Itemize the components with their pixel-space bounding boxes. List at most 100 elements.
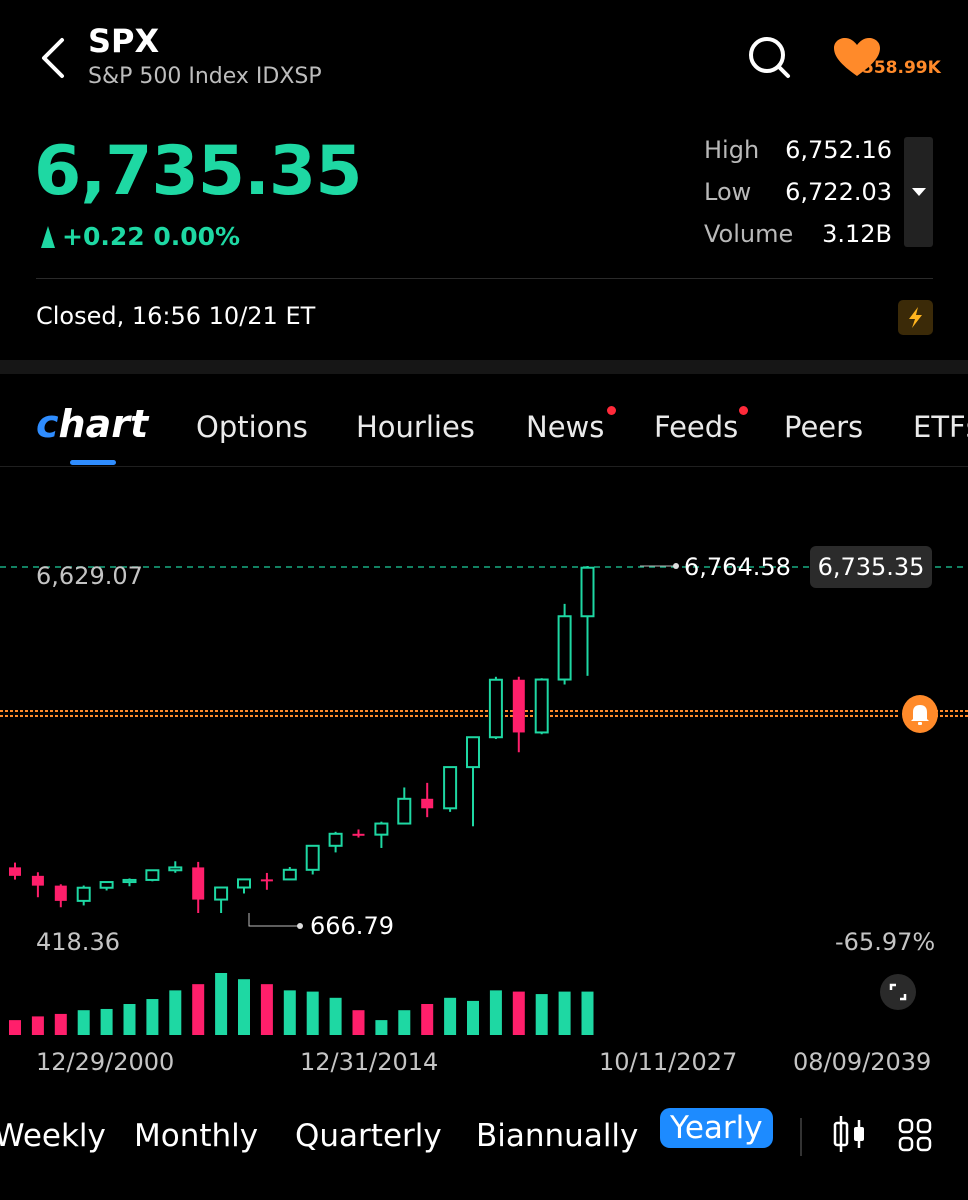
volume-bar bbox=[9, 1020, 21, 1035]
volume-bar bbox=[535, 994, 548, 1035]
bell-icon bbox=[911, 705, 929, 725]
candle-body bbox=[305, 844, 320, 871]
high-price-label: 6,764.58 bbox=[684, 553, 791, 581]
fullscreen-button[interactable] bbox=[880, 974, 916, 1010]
y-axis-min-label: 418.36 bbox=[36, 928, 120, 956]
volume-bar bbox=[352, 1010, 365, 1035]
market-status: Closed, 16:56 10/21 ET bbox=[36, 302, 316, 330]
current-price-tag: 6,735.35 bbox=[810, 546, 932, 588]
stat-label-volume: Volume bbox=[704, 220, 794, 248]
feeds-unread-dot bbox=[739, 406, 748, 415]
tab-etfs[interactable]: ETFs bbox=[913, 410, 968, 444]
chevron-down-icon bbox=[912, 188, 926, 196]
volume-bar bbox=[54, 1013, 67, 1035]
candle-body bbox=[352, 833, 365, 836]
candle-body bbox=[260, 879, 273, 882]
tab-hourlies[interactable]: Hourlies bbox=[356, 410, 475, 444]
candle-body bbox=[488, 678, 503, 739]
volume-bar bbox=[512, 991, 525, 1035]
expand-icon bbox=[889, 983, 907, 1001]
candle-body bbox=[9, 867, 21, 876]
lightning-icon bbox=[909, 307, 922, 328]
low-price-label: 666.79 bbox=[310, 912, 394, 940]
candle-body bbox=[145, 869, 160, 881]
volume-bar bbox=[444, 997, 457, 1035]
high-marker bbox=[673, 563, 679, 569]
candle-body bbox=[374, 822, 389, 836]
candlestick-chart[interactable] bbox=[0, 480, 968, 1050]
favorite-heart-icon[interactable] bbox=[830, 36, 884, 80]
candle-body bbox=[397, 797, 412, 825]
candle-body bbox=[168, 866, 183, 872]
volume-bar bbox=[421, 1004, 434, 1035]
volume-bar bbox=[581, 991, 594, 1035]
candle-body bbox=[99, 881, 114, 889]
candle-body bbox=[282, 868, 297, 881]
candle-body bbox=[237, 878, 251, 889]
grid-layout-icon[interactable] bbox=[898, 1118, 932, 1152]
tab-divider bbox=[0, 466, 968, 467]
lightning-button[interactable] bbox=[898, 300, 933, 335]
low-leader-line bbox=[248, 913, 300, 927]
candle-body bbox=[192, 867, 205, 900]
period-divider bbox=[800, 1118, 802, 1156]
percent-label: -65.97% bbox=[835, 928, 936, 956]
volume-bar bbox=[558, 991, 571, 1035]
candle-body bbox=[122, 878, 137, 884]
period-yearly[interactable]: Yearly bbox=[660, 1108, 773, 1148]
tab-feeds[interactable]: Feeds bbox=[654, 410, 739, 444]
y-axis-max-label: 6,629.07 bbox=[36, 562, 143, 590]
stat-label-high: High bbox=[704, 136, 760, 164]
candle-body bbox=[328, 832, 343, 847]
volume-bar bbox=[467, 1000, 479, 1035]
candle-body bbox=[512, 679, 525, 733]
news-unread-dot bbox=[607, 406, 616, 415]
period-quarterly[interactable]: Quarterly bbox=[295, 1118, 442, 1154]
candle-body bbox=[421, 798, 434, 809]
search-icon[interactable] bbox=[746, 34, 792, 80]
candle-body bbox=[580, 566, 595, 618]
period-weekly[interactable]: Weekly bbox=[0, 1118, 106, 1154]
tab-news[interactable]: News bbox=[526, 410, 605, 444]
section-gap bbox=[0, 360, 968, 374]
volume-bar bbox=[77, 1010, 90, 1035]
x-axis-label: 08/09/2039 bbox=[793, 1048, 932, 1076]
stat-label-low: Low bbox=[704, 178, 752, 206]
volume-bar bbox=[123, 1004, 136, 1035]
volume-bar bbox=[169, 990, 182, 1035]
volume-bar bbox=[283, 990, 296, 1035]
stat-value-volume: 3.12B bbox=[822, 220, 892, 248]
divider bbox=[36, 278, 933, 279]
candle-type-icon[interactable] bbox=[832, 1114, 868, 1154]
volume-bar bbox=[398, 1010, 411, 1035]
volume-bar bbox=[238, 979, 250, 1035]
period-biannually[interactable]: Biannually bbox=[476, 1118, 639, 1154]
price-change: +0.22 0.00% bbox=[62, 222, 241, 251]
x-axis-label: 12/29/2000 bbox=[36, 1048, 175, 1076]
stat-value-low: 6,722.03 bbox=[785, 178, 892, 206]
candle-body bbox=[557, 615, 572, 681]
back-icon[interactable] bbox=[36, 36, 76, 80]
volume-bar bbox=[329, 997, 342, 1035]
candle-body bbox=[76, 886, 91, 902]
x-axis-label: 10/11/2027 bbox=[599, 1048, 738, 1076]
last-price: 6,735.35 bbox=[34, 132, 363, 211]
candle-body bbox=[466, 736, 480, 769]
volume-bar bbox=[100, 1008, 113, 1035]
symbol-subtitle: S&P 500 Index IDXSP bbox=[88, 64, 322, 89]
tab-chart[interactable]: chart bbox=[36, 402, 149, 446]
volume-bar bbox=[375, 1020, 388, 1035]
volume-bar bbox=[31, 1016, 44, 1035]
volume-bar bbox=[192, 984, 205, 1035]
period-monthly[interactable]: Monthly bbox=[134, 1118, 259, 1154]
tab-peers[interactable]: Peers bbox=[784, 410, 864, 444]
volume-bar bbox=[146, 999, 159, 1035]
low-marker bbox=[297, 923, 303, 929]
alert-bell-button[interactable] bbox=[902, 695, 938, 733]
favorite-count: 558.99K bbox=[862, 58, 941, 78]
active-tab-indicator bbox=[70, 460, 116, 465]
candle-body bbox=[54, 885, 67, 901]
volume-bar bbox=[260, 984, 273, 1035]
tab-options[interactable]: Options bbox=[196, 410, 308, 444]
candle-body bbox=[443, 766, 458, 810]
